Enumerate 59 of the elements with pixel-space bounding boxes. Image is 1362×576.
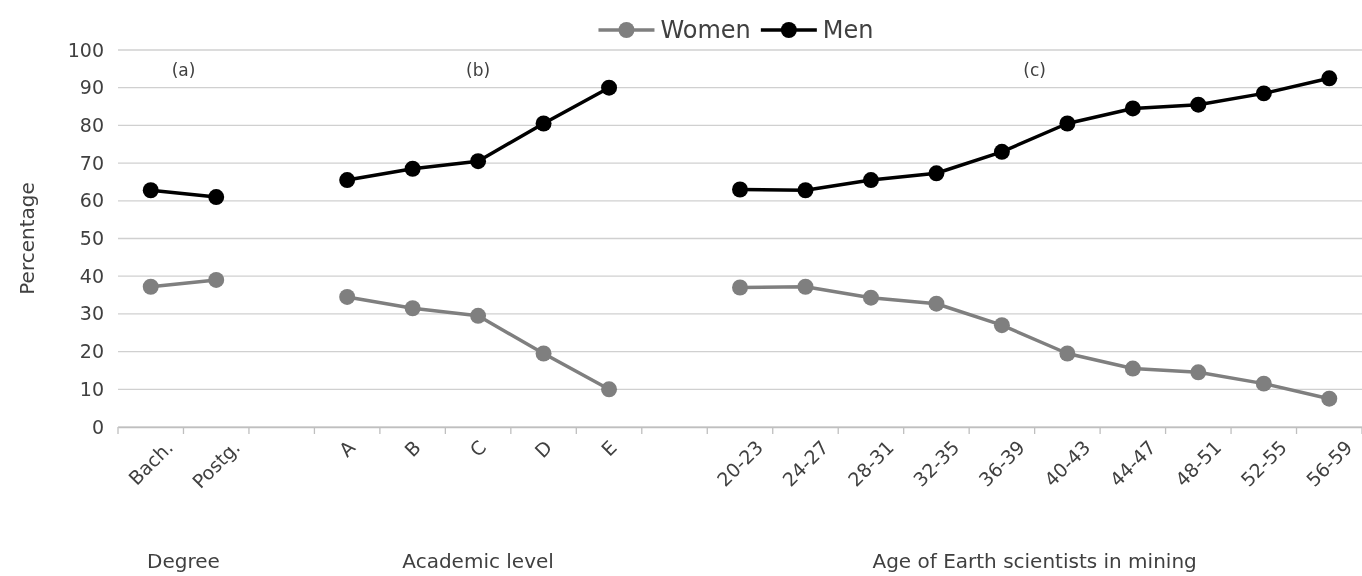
legend-label: Men: [822, 16, 874, 45]
y-tick-label: 70: [79, 151, 104, 174]
y-tick-label: 20: [79, 340, 104, 363]
text: Age of Earth scientists in mining: [872, 549, 1197, 573]
y-tick-label: 30: [79, 302, 104, 325]
point: [404, 160, 421, 177]
point: [732, 181, 748, 198]
point: [928, 295, 945, 312]
y-axis-title: Percentage: [15, 182, 39, 295]
point: [1321, 390, 1338, 407]
point: [862, 289, 879, 306]
y-tick-label: 80: [79, 113, 104, 136]
point: [208, 189, 225, 205]
x-tick-label: A: [334, 435, 360, 461]
point: [339, 288, 356, 305]
point: [142, 278, 159, 295]
point: [339, 172, 356, 189]
y-tick-label: 50: [79, 227, 104, 250]
point: [1124, 360, 1141, 377]
point: [1124, 100, 1141, 117]
point: [535, 115, 552, 132]
point: [470, 307, 487, 324]
point: [1255, 85, 1272, 102]
point: [1059, 345, 1076, 362]
point: [1190, 96, 1207, 113]
annotation: (c): [1023, 60, 1046, 80]
point: [142, 182, 159, 199]
y-tick-label: 40: [79, 264, 104, 287]
point: [1321, 70, 1338, 87]
y-tick-label: 10: [79, 377, 104, 400]
y-tick-label: 0: [91, 415, 104, 438]
point: [601, 381, 618, 398]
x-tick-label: C: [465, 435, 491, 461]
point: [928, 165, 945, 182]
y-tick-label: 100: [67, 38, 104, 61]
point: [470, 153, 487, 170]
text: Academic level: [402, 549, 554, 573]
annotation: (a): [171, 60, 196, 80]
point: [535, 345, 552, 362]
point: [1059, 115, 1076, 132]
point: [208, 272, 225, 288]
x-tick-label: B: [399, 435, 425, 461]
point: [1190, 364, 1207, 381]
y-tick-label: 60: [79, 189, 104, 212]
x-tick-label: E: [596, 435, 621, 461]
point: [1255, 375, 1272, 392]
point: [797, 278, 814, 295]
x-tick-label: D: [530, 435, 557, 462]
point: [404, 300, 421, 317]
point: [797, 182, 814, 199]
point: [601, 79, 618, 96]
annotation: (b): [466, 60, 491, 80]
y-tick-label: 90: [79, 76, 104, 99]
point: [993, 317, 1010, 334]
legend-label: Women: [660, 16, 751, 45]
text: Degree: [147, 549, 220, 573]
point: [862, 172, 879, 189]
point: [732, 279, 748, 296]
point: [993, 143, 1010, 160]
